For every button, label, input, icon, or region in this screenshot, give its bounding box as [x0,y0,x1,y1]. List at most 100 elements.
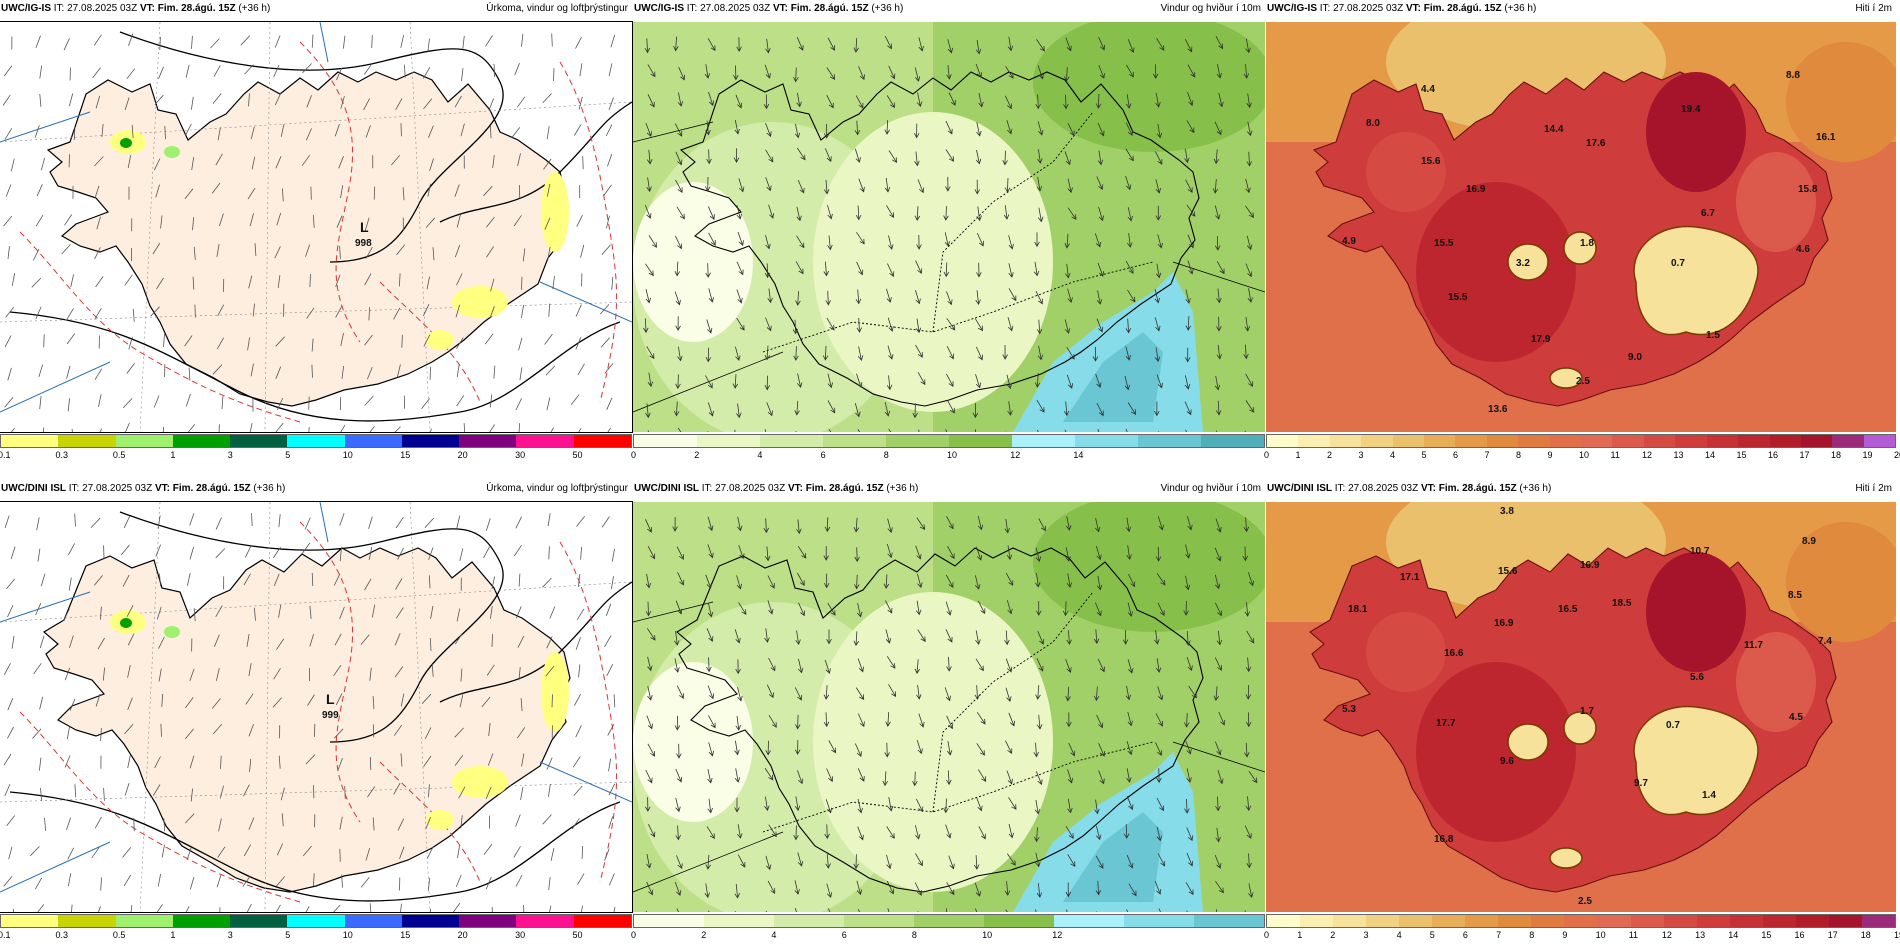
panel-title: Úrkoma, vindur og loftþrýstingur [486,3,628,14]
legend-swatch [1194,915,1264,927]
legend-tick: 14 [1728,930,1739,940]
projection-line [633,121,714,143]
legend-swatch [1298,435,1330,447]
panel-header: UWC/DINI ISL IT: 27.08.2025 03Z VT: Fim.… [633,480,1265,498]
temp-label: 8.8 [1786,70,1800,81]
model-name: UWC/IG-IS [1,3,51,14]
legend-swatch [1630,915,1664,927]
wind-colorbar [633,914,1265,928]
legend-tick: 17 [1799,450,1810,460]
valid-time: Fim. 28.ágú. 15Z [172,483,251,494]
glacier [1563,711,1597,745]
projection-line [539,761,632,803]
legend-tick: 8 [883,450,889,460]
temp-label: 2.5 [1578,896,1592,907]
map-grid-line [0,301,632,323]
legend-tick: 5 [285,930,291,940]
legend-swatch [287,915,345,927]
legend-tick: 16 [1768,450,1779,460]
temp-label: 18.5 [1612,598,1632,609]
temp-map: 3.8 8.9 17.1 15.6 16.9 10.7 18.1 16.9 16.5 18.5 8.… [1266,502,1896,912]
temp-label: 8.0 [1366,118,1380,129]
legend-swatch [760,435,823,447]
legend-tick: 30 [515,930,526,940]
temp-label: 4.5 [1789,712,1803,723]
legend-swatch [774,915,844,927]
legend-tick: 2 [694,450,700,460]
legend-tick: 6 [1453,450,1459,460]
legend-swatch [1828,915,1862,927]
precip-area [120,618,132,628]
legend-tick: 3 [227,450,233,460]
legend-tick: 8 [1516,450,1522,460]
temp-field [1646,72,1746,192]
temp-contour [559,61,618,403]
legend-swatch [401,915,460,927]
legend-swatch [172,915,231,927]
lead-time: (+36 h) [1519,483,1552,494]
legend-swatch [1201,435,1264,447]
temp-label: 16.9 [1580,560,1600,571]
legend-tick: 3 [1358,450,1364,460]
temp-label: 16.6 [1444,648,1464,659]
legend-swatch [886,435,949,447]
temp-contour [19,711,301,903]
legend-swatch [58,435,116,447]
map-grid-line [139,22,161,432]
precip-area [541,652,569,732]
legend-swatch [1696,915,1730,927]
temp-field [1416,662,1576,842]
valid-label: VT: [1420,483,1436,494]
panel-title: Hiti í 2m [1855,3,1892,14]
legend-swatch [115,915,173,927]
legend-tick: 10 [982,930,993,940]
lead-time: (+36 h) [253,483,286,494]
legend-tick: 12 [1661,930,1672,940]
legend-tick: 6 [820,450,826,460]
panel-title: Vindur og hviður í 10m [1160,3,1261,14]
temp-label: 10.7 [1690,546,1710,557]
temp-field [1416,182,1576,362]
projection-line [0,111,91,143]
legend-tick: 7 [1496,930,1502,940]
legend-tick: 5 [1421,450,1427,460]
projection-line [319,22,329,63]
valid-label: VT: [787,483,803,494]
temp-label: 4.6 [1796,244,1810,255]
legend-tick: 11 [1610,450,1620,460]
legend-tick: 1 [170,930,176,940]
precip-area [120,138,132,148]
map-grid-line [264,22,271,432]
wind-field [633,662,753,822]
legend-swatch [1643,435,1676,447]
legend-swatch [1,435,59,447]
low-pressure-value: 998 [355,238,372,249]
temp-label: 8.5 [1788,590,1802,601]
wind-field [1033,22,1265,152]
model-name: UWC/DINI ISL [1267,483,1332,494]
legend-swatch [697,435,760,447]
temp-map: 4.4 8.8 8.0 14.4 17.6 19.4 16.1 15.6 16.9 15.8 6.7… [1266,22,1896,432]
lead-time: (+36 h) [238,3,271,14]
temp-label: 9.6 [1500,756,1514,767]
legend-swatch [1,915,59,927]
temp-label: 1.4 [1702,790,1716,801]
precip-area [164,146,180,158]
lead-time: (+36 h) [871,3,904,14]
projection-line [633,351,784,413]
temp-label: 15.6 [1421,156,1441,167]
legend-tick: 19 [1862,450,1873,460]
legend-swatch [1531,915,1565,927]
legend-swatch [230,915,288,927]
valid-time: Fim. 28.ágú. 15Z [157,3,236,14]
glacier [1633,705,1759,816]
temp-label: 1.5 [1706,330,1720,341]
glacier [1507,723,1549,761]
legend-swatch [1564,915,1598,927]
temp-label: 15.5 [1448,292,1468,303]
glacier [1549,847,1583,869]
model-name: UWC/IG-IS [634,3,684,14]
precip-area [452,766,508,798]
legend-tick: 9 [1547,450,1553,460]
legend-tick: 7 [1484,450,1490,460]
